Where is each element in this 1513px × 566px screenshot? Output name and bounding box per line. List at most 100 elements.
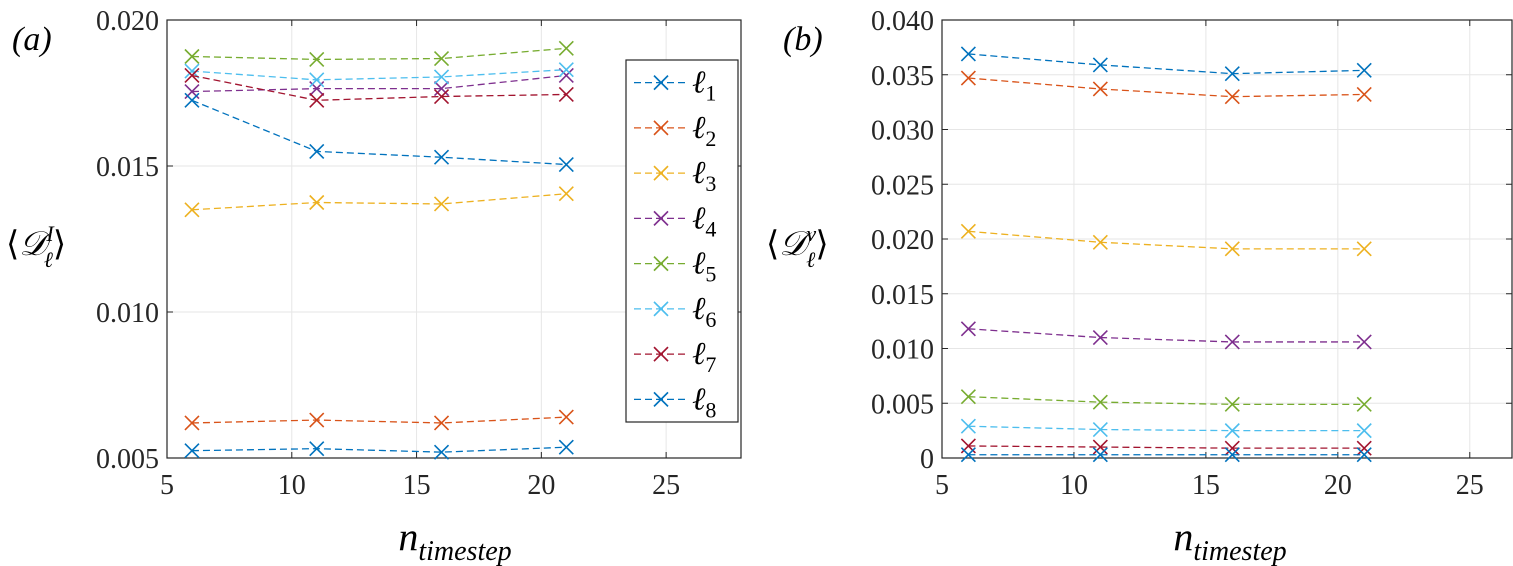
series-line bbox=[968, 53, 1365, 75]
data-point-marker bbox=[309, 194, 325, 211]
data-point-marker bbox=[1224, 396, 1240, 412]
data-point-marker bbox=[558, 67, 574, 84]
y-axis-label: ⟨𝒟I ℓ⟩ bbox=[6, 221, 66, 272]
data-point-marker bbox=[960, 418, 976, 434]
data-point-marker bbox=[184, 92, 200, 108]
series-line bbox=[191, 47, 567, 61]
y-tick-label: 0.035 bbox=[871, 61, 934, 92]
x-tick-label: 5 bbox=[935, 470, 949, 501]
y-tick-label: 0.020 bbox=[96, 6, 159, 37]
data-point-marker bbox=[1224, 334, 1240, 350]
y-tick-label: 0.015 bbox=[871, 280, 934, 311]
data-point-marker bbox=[960, 70, 976, 86]
legend-label-main: ℓ bbox=[692, 64, 706, 100]
data-point-marker bbox=[309, 412, 325, 428]
series-line bbox=[191, 74, 567, 101]
y-tick-label: 0.040 bbox=[871, 6, 934, 37]
legend-label-main: ℓ bbox=[692, 199, 706, 235]
legend-label-sub: 3 bbox=[705, 171, 716, 196]
legend-swatch-marker bbox=[653, 120, 669, 136]
data-point-marker bbox=[1356, 447, 1372, 463]
y-axis-label-sub: ℓ bbox=[806, 247, 816, 272]
data-point-marker bbox=[1224, 241, 1240, 257]
y-tick-label: 0.025 bbox=[871, 170, 934, 201]
legend-label-sub: 1 bbox=[705, 81, 716, 106]
data-point-marker bbox=[960, 223, 976, 239]
data-point-marker bbox=[309, 51, 325, 67]
x-axis-label: ntimestep bbox=[1173, 514, 1286, 566]
data-point-marker bbox=[558, 186, 574, 202]
legend-label: ℓ1 bbox=[692, 64, 716, 106]
legend-label: ℓ3 bbox=[692, 154, 716, 196]
plot-area-frame bbox=[166, 19, 742, 459]
series-5 bbox=[184, 40, 574, 67]
series-line bbox=[191, 99, 567, 166]
series-8 bbox=[960, 447, 1372, 463]
data-point-marker bbox=[184, 443, 200, 459]
legend-swatch-marker bbox=[653, 301, 669, 317]
data-point-marker bbox=[1092, 439, 1108, 455]
legend-label-sub: 7 bbox=[705, 352, 716, 377]
y-tick-label: 0.010 bbox=[871, 335, 934, 366]
legend-label: ℓ7 bbox=[692, 335, 716, 377]
series-7 bbox=[184, 67, 574, 108]
data-point-marker bbox=[558, 40, 574, 56]
y-axis-label-bracket: ⟨ bbox=[766, 226, 779, 263]
x-tick-label: 10 bbox=[278, 470, 306, 501]
data-point-marker bbox=[433, 415, 450, 431]
data-point-marker bbox=[1224, 423, 1240, 439]
x-tick-label: 5 bbox=[160, 470, 174, 501]
legend-label: ℓ4 bbox=[692, 199, 716, 241]
legend-swatch-marker bbox=[653, 256, 669, 272]
series-6 bbox=[184, 62, 574, 88]
legend-label-main: ℓ bbox=[692, 290, 706, 326]
data-point-marker bbox=[1356, 86, 1372, 103]
data-point-marker bbox=[1224, 89, 1240, 105]
data-point-marker bbox=[960, 389, 976, 405]
data-point-marker bbox=[1356, 334, 1372, 350]
legend-swatch-marker bbox=[653, 165, 669, 181]
legend-label-sub: 6 bbox=[705, 307, 716, 332]
series-3 bbox=[184, 186, 574, 218]
data-point-marker bbox=[1224, 440, 1240, 456]
legend-item-6: ℓ6 bbox=[634, 290, 716, 332]
data-point-marker bbox=[558, 156, 574, 173]
data-point-marker bbox=[309, 72, 325, 88]
legend-item-5: ℓ5 bbox=[634, 245, 716, 287]
data-point-marker bbox=[960, 447, 976, 463]
series-8 bbox=[184, 92, 574, 173]
y-tick-label: 0.005 bbox=[871, 389, 934, 420]
y-tick-label: 0.020 bbox=[871, 225, 934, 256]
data-point-marker bbox=[558, 86, 574, 103]
x-tick-label: 20 bbox=[1324, 470, 1352, 501]
data-point-marker bbox=[1092, 447, 1108, 463]
series-1 bbox=[184, 439, 574, 460]
data-point-marker bbox=[1092, 421, 1108, 438]
legend-label-main: ℓ bbox=[692, 245, 706, 281]
y-tick-label: 0.005 bbox=[96, 444, 159, 475]
legend-label-main: ℓ bbox=[692, 154, 706, 190]
data-point-marker bbox=[433, 196, 450, 212]
data-point-marker bbox=[558, 62, 574, 78]
series-6 bbox=[960, 418, 1372, 439]
series-5 bbox=[960, 389, 1372, 412]
data-point-marker bbox=[433, 444, 450, 460]
legend-item-4: ℓ4 bbox=[634, 199, 716, 241]
y-axis-label-bracket: ⟩ bbox=[815, 226, 828, 263]
legend-label: ℓ8 bbox=[692, 380, 716, 422]
legend-box bbox=[625, 59, 739, 423]
x-tick-label: 25 bbox=[1456, 470, 1484, 501]
x-axis-label: ntimestep bbox=[398, 514, 511, 566]
data-point-marker bbox=[433, 88, 450, 105]
data-point-marker bbox=[1356, 396, 1372, 412]
series-2 bbox=[960, 70, 1372, 105]
data-point-marker bbox=[1224, 447, 1240, 463]
y-tick-label: 0.015 bbox=[96, 152, 159, 183]
x-tick-label: 20 bbox=[527, 470, 555, 501]
y-axis-label-bracket: ⟩ bbox=[53, 226, 66, 263]
data-point-marker bbox=[960, 46, 976, 62]
y-axis-label: ⟨𝒟v ℓ⟩ bbox=[766, 221, 829, 272]
legend-label-sub: 2 bbox=[705, 126, 716, 151]
